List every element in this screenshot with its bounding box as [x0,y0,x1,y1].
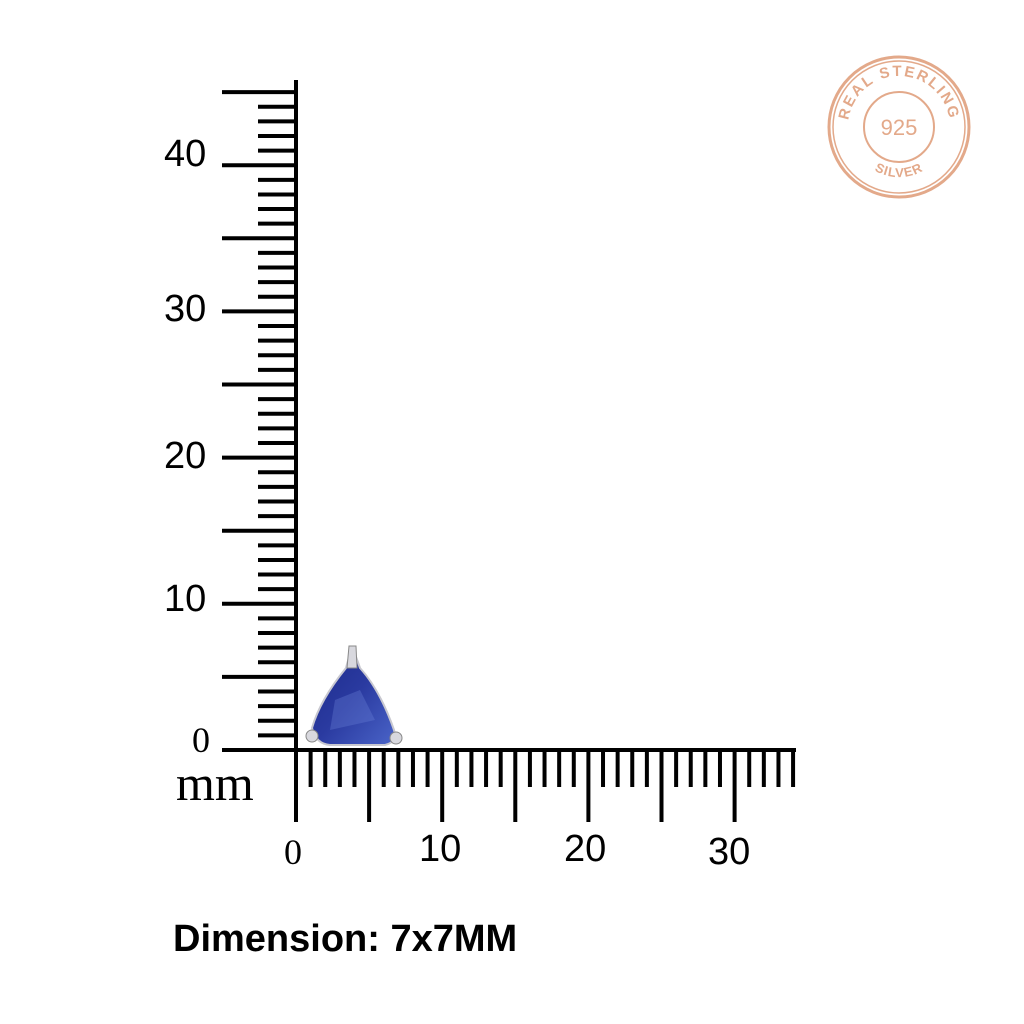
x-label-0: 0 [284,832,302,872]
unit-label: mm [176,755,254,811]
x-label-30: 30 [708,831,751,873]
y-label-20: 20 [164,435,207,477]
svg-text:SILVER: SILVER [873,160,925,181]
dimension-text: Dimension: 7x7MM [173,918,518,960]
y-label-0: 0 [192,720,210,760]
stamp-bottom-text: SILVER [873,160,924,181]
x-label-20: 20 [564,828,607,870]
stamp-center-text: 925 [881,115,918,140]
y-label-40: 40 [164,133,207,175]
trillion-gem-earring [305,645,403,746]
x-label-10: 10 [419,828,462,870]
y-label-10: 10 [164,578,207,620]
sterling-silver-stamp: REAL STERLING 925 SILVER [827,55,971,199]
y-label-30: 30 [164,288,207,330]
